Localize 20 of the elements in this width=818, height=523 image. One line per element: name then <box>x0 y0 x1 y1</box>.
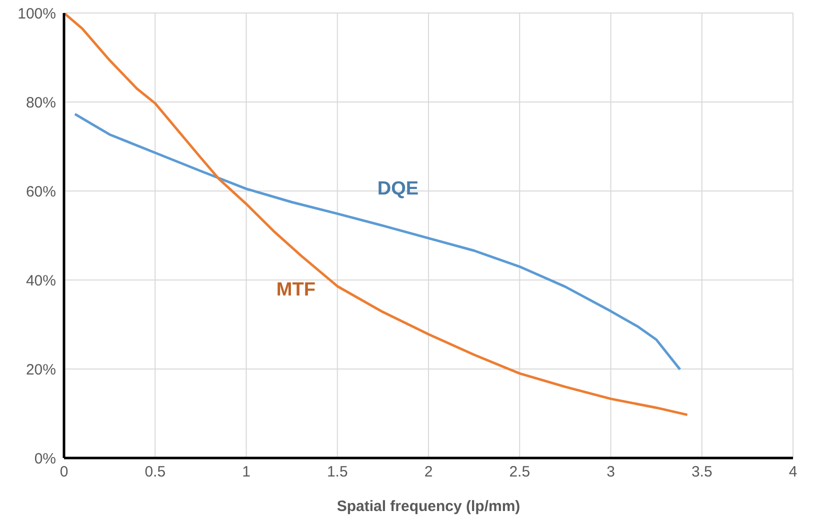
x-axis-title: Spatial frequency (lp/mm) <box>336 498 520 515</box>
x-tick-label: 2.5 <box>509 464 530 481</box>
line-series <box>64 13 689 416</box>
x-tick-label: 1 <box>242 464 250 481</box>
y-tick-label: 20% <box>26 361 56 378</box>
series-label: MTF <box>276 280 316 301</box>
x-tick-label: 0.5 <box>144 464 166 481</box>
y-tick-label: 80% <box>26 94 56 112</box>
y-tick-label: 60% <box>26 183 56 200</box>
x-tick-label: 2 <box>424 464 433 481</box>
y-tick-label: 100% <box>18 5 56 22</box>
series-label: DQE <box>377 178 419 200</box>
x-tick-label: 3.5 <box>691 464 712 481</box>
x-tick-label: 1.5 <box>326 464 348 481</box>
line-series <box>74 112 682 371</box>
y-tick-label: 0% <box>34 450 56 468</box>
y-tick-label: 40% <box>26 272 56 290</box>
x-tick-label: 4 <box>788 464 798 481</box>
x-tick-label: 3 <box>606 464 615 481</box>
x-tick-label: 0 <box>60 464 68 481</box>
